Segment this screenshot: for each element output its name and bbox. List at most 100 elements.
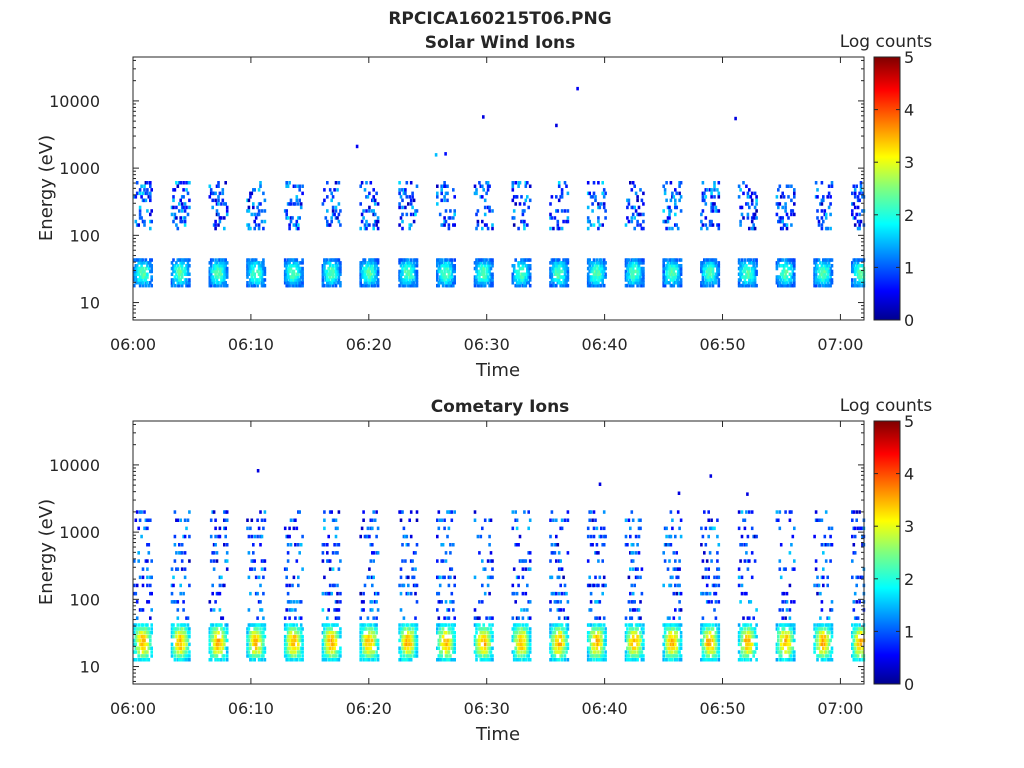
spectrogram-cell xyxy=(633,278,636,282)
spectrogram-cell xyxy=(624,272,628,276)
spectrogram-cell xyxy=(669,258,673,262)
spectrogram-cell xyxy=(749,258,753,262)
spectrogram-cell xyxy=(703,266,706,271)
spectrogram-cell xyxy=(595,654,599,658)
spectrogram-cell xyxy=(639,212,642,217)
spectrogram-cell xyxy=(444,264,448,268)
spectrogram-cell xyxy=(566,209,570,213)
spectrogram-cell xyxy=(701,278,705,282)
spectrogram-cell xyxy=(663,283,667,288)
spectrogram-cell xyxy=(185,181,188,185)
spectrogram-cell xyxy=(299,650,303,654)
spectrogram-cell xyxy=(784,272,787,276)
spectrogram-cell xyxy=(781,272,784,276)
spectrogram-cell xyxy=(855,266,858,271)
spectrogram-cell xyxy=(717,223,721,227)
spectrogram-cell xyxy=(453,195,456,199)
spectrogram-cell xyxy=(717,226,721,231)
spectrogram-cell xyxy=(362,518,365,522)
spectrogram-cell xyxy=(409,650,413,654)
spectrogram-cell xyxy=(777,188,780,192)
spectrogram-cell xyxy=(740,261,744,265)
spectrogram-cell xyxy=(482,631,485,635)
spectrogram-cell xyxy=(447,275,451,279)
spectrogram-cell xyxy=(259,510,262,514)
spectrogram-cell xyxy=(740,264,744,268)
spectrogram-cell xyxy=(363,188,367,192)
spectrogram-cell xyxy=(144,518,148,522)
spectrogram-cell xyxy=(600,642,603,647)
spectrogram-cell xyxy=(481,658,484,662)
spectrogram-cell xyxy=(630,616,634,620)
spectrogram-cell xyxy=(851,191,854,196)
spectrogram-cell xyxy=(409,642,413,647)
spectrogram-cell xyxy=(339,223,342,227)
spectrogram-cell xyxy=(209,534,213,539)
spectrogram-cell xyxy=(285,266,288,271)
spectrogram-cell xyxy=(247,261,251,265)
spectrogram-cell xyxy=(150,608,153,612)
spectrogram-cell xyxy=(601,559,604,563)
spectrogram-cell xyxy=(250,559,254,563)
spectrogram-cell xyxy=(333,258,336,262)
spectrogram-cell xyxy=(748,266,751,271)
spectrogram-cell xyxy=(250,261,254,265)
spectrogram-cell xyxy=(178,551,181,555)
spectrogram-cell xyxy=(752,269,755,274)
spectrogram-cell xyxy=(249,634,252,639)
spectrogram-cell xyxy=(793,283,796,288)
spectrogram-cell xyxy=(294,634,297,639)
spectrogram-cell xyxy=(663,627,667,631)
spectrogram-cell xyxy=(138,269,142,274)
spectrogram-cell xyxy=(209,275,213,279)
spectrogram-cell xyxy=(263,650,267,654)
spectrogram-cell xyxy=(371,631,374,635)
spectrogram-cell xyxy=(629,534,632,539)
spectrogram-cell xyxy=(409,510,413,514)
spectrogram-cell xyxy=(401,510,404,514)
spectrogram-cell xyxy=(830,281,834,285)
spectrogram-cell xyxy=(262,266,265,271)
spectrogram-cell xyxy=(523,261,526,265)
spectrogram-cell xyxy=(627,269,631,274)
spectrogram-cell xyxy=(562,219,565,224)
spectrogram-cell xyxy=(475,212,478,217)
spectrogram-cell xyxy=(441,278,445,282)
spectrogram-cell xyxy=(262,191,265,196)
spectrogram-cell xyxy=(550,638,554,643)
spectrogram-cell xyxy=(549,627,552,631)
spectrogram-cell xyxy=(589,223,593,227)
spectrogram-cell xyxy=(149,226,152,231)
spectrogram-cell xyxy=(624,658,628,662)
spectrogram-cell xyxy=(639,526,642,531)
spectrogram-cell xyxy=(324,646,328,650)
spectrogram-cell xyxy=(146,518,149,522)
spectrogram-cell xyxy=(301,184,304,188)
spectrogram-cell xyxy=(626,275,629,279)
spectrogram-cell xyxy=(475,226,478,231)
spectrogram-cell xyxy=(627,266,631,271)
spectrogram-cell xyxy=(254,575,258,580)
spectrogram-cell xyxy=(710,258,713,262)
spectrogram-cell xyxy=(333,543,336,547)
spectrogram-cell xyxy=(360,269,364,274)
spectrogram-cell xyxy=(440,631,443,635)
spectrogram-cell xyxy=(819,275,822,279)
spectrogram-cell xyxy=(491,278,494,282)
spectrogram-cell xyxy=(436,275,439,279)
spectrogram-cell xyxy=(598,275,602,279)
spectrogram-cell xyxy=(595,627,599,631)
spectrogram-cell xyxy=(133,275,136,279)
spectrogram-cell xyxy=(405,261,409,265)
spectrogram-cell xyxy=(182,654,185,658)
spectrogram-cell xyxy=(566,272,570,276)
spectrogram-cell xyxy=(737,278,741,282)
spectrogram-cell xyxy=(179,272,182,276)
spectrogram-cell xyxy=(624,634,628,639)
spectrogram-cell xyxy=(629,658,632,662)
spectrogram-cell xyxy=(253,264,256,268)
spectrogram-cell xyxy=(853,269,857,274)
spectrogram-cell xyxy=(330,198,333,203)
spectrogram-cell xyxy=(711,275,715,279)
spectrogram-cell xyxy=(298,510,301,514)
